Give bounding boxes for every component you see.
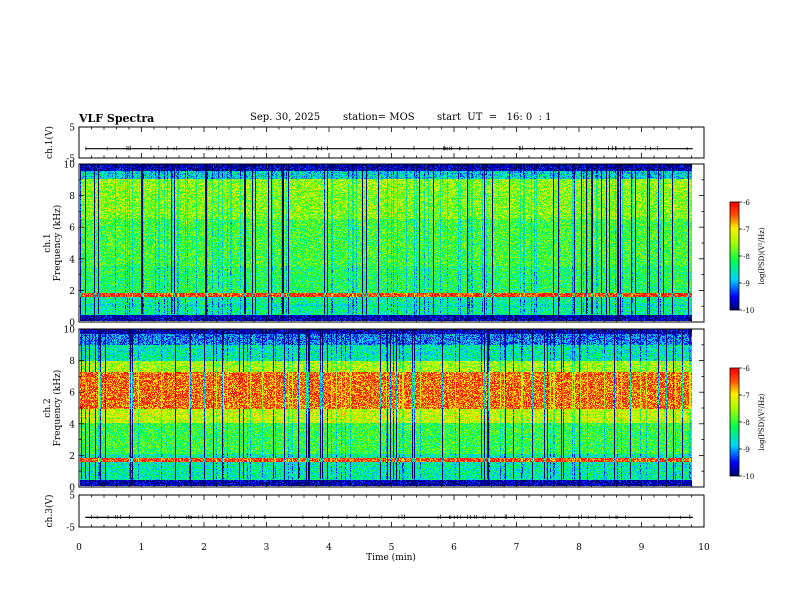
ch1-spectrogram-colorbar-tick-label: -9 [743,280,750,288]
ch2-spectrogram-ytick-label: 6 [69,389,75,399]
ch2-spectrogram-colorbar-tick-label: -8 [743,419,750,427]
ch2-spectrogram-channel-label: ch.2 [43,398,53,417]
ch1-spectrogram-ytick-label: 8 [69,192,75,202]
x-tick-label: 1 [139,543,145,553]
ch1-spectrogram-ytick-label: 2 [69,287,75,297]
ch1-spectrogram-colorbar-tick-label: -7 [743,226,750,234]
start-time-label: start UT = 16: 0 : 1 [437,112,552,123]
ch2-spectrogram-colorbar-tick-label: -9 [743,446,750,454]
ch3-voltage-trace-spikes [91,514,691,519]
ch2-spectrogram-image [80,329,692,486]
x-tick-label: 3 [264,543,270,553]
ch3-voltage-ylabel: ch.3(V) [44,495,55,528]
ch2-spectrogram-ytick-label: 8 [69,357,75,367]
ch1-voltage-trace-spikes [85,145,688,151]
ch2-spectrogram-colorbar-label: log(PSD)(V²/Hz) [758,393,766,450]
ch1-voltage-ylabel: ch.1(V) [44,126,55,159]
ch1-spectrogram-colorbar-tick-label: -8 [743,253,750,261]
ch1-spectrogram-ytick-label: 0 [69,319,75,329]
x-tick-label: 8 [576,543,582,553]
ch2-spectrogram-colorbar-frame [729,367,740,477]
ch2-colorbar [730,368,739,476]
x-tick-label: 4 [326,543,332,553]
ch2-spectrogram-colorbar-tick-label: -10 [743,473,754,481]
x-tick-label: 10 [698,543,710,553]
ch1-spectrogram-colorbar-tick-label: -6 [743,199,750,207]
ch1-spectrogram-ytick-label: 4 [69,255,75,265]
station-label: station= MOS [343,112,415,123]
ch2-spectrogram-ytick-label: 10 [64,326,76,336]
ch2-spectrogram-colorbar-tick-label: -7 [743,392,750,400]
x-tick-label: 9 [639,543,645,553]
ch2-spectrogram-ytick-label: 0 [69,484,75,494]
date-label: Sep. 30, 2025 [250,112,321,123]
x-axis-label: Time (min) [366,552,416,563]
x-tick-label: 2 [201,543,207,553]
ch1-spectrogram-colorbar-tick-label: -10 [743,307,754,315]
ch1-spectrogram-colorbar-frame [729,201,740,311]
x-tick-label: 6 [451,543,457,553]
ch1-spectrogram-colorbar-label: log(PSD)(V²/Hz) [758,227,766,284]
ch3-voltage-ytick-label: -5 [66,524,75,534]
x-tick-label: 0 [76,543,82,553]
ch3-voltage-ytick-label: 5 [69,492,75,502]
ch1-colorbar [730,202,739,310]
ch1-spectrogram-ytick-label: 6 [69,224,75,234]
ch1-spectrogram-ytick-label: 10 [64,161,76,171]
ch1-voltage-ytick-label: -5 [66,155,75,165]
x-tick-label: 7 [514,543,520,553]
ch2-spectrogram-ytick-label: 2 [69,452,75,462]
ch2-spectrogram-ylabel: Frequency (kHz) [52,370,63,447]
ch2-spectrogram-frame [78,328,705,488]
ch1-spectrogram-frame [78,163,705,323]
ch1-voltage-ytick-label: 5 [69,124,75,134]
figure-title: VLF Spectra [79,112,155,125]
ch1-spectrogram-image [80,164,692,321]
ch1-spectrogram-ylabel: Frequency (kHz) [52,205,63,282]
x-tick-label: 5 [389,543,395,553]
ch2-spectrogram-ytick-label: 4 [69,420,75,430]
ch2-spectrogram-colorbar-tick-label: -6 [743,365,750,373]
ch1-spectrogram-channel-label: ch.1 [43,233,53,252]
